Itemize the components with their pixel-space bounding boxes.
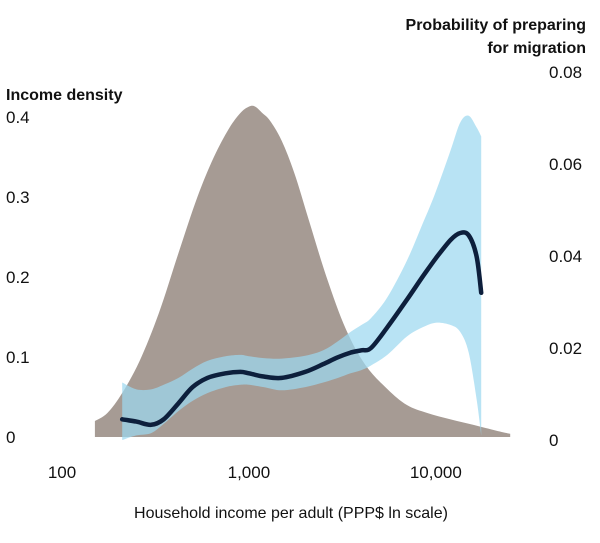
y-right-axis-title-line-1: Probability of preparing: [406, 17, 586, 34]
y-left-axis-title: Income density: [6, 87, 123, 104]
tick-labels-layer: 0 0.1 0.2 0.3 0.4 0 0.02 0.04 0.06 0.08 100 1,000 10…: [6, 63, 582, 482]
y-right-tick-label: 0: [549, 431, 558, 450]
y-right-axis-title-line-2: for migration: [487, 40, 586, 57]
y-left-tick-label: 0.1: [6, 348, 30, 367]
x-tick-label: 100: [48, 463, 76, 482]
x-tick-label: 1,000: [228, 463, 271, 482]
migration-probability-line: [119, 230, 484, 428]
x-tick-label: 10,000: [410, 463, 462, 482]
y-right-tick-label: 0.06: [549, 155, 582, 174]
density-area-layer: [94, 105, 511, 438]
x-axis-title: Household income per adult (PPP$ ln scal…: [134, 505, 448, 522]
y-right-tick-label: 0.04: [549, 247, 582, 266]
y-left-tick-label: 0.4: [6, 108, 30, 127]
y-right-tick-label: 0.02: [549, 339, 582, 358]
y-right-tick-label: 0.08: [549, 63, 582, 82]
y-left-tick-label: 0.2: [6, 268, 30, 287]
probability-line-layer: [119, 230, 484, 428]
income-density-area: [94, 105, 511, 438]
y-left-tick-label: 0.3: [6, 188, 30, 207]
y-left-tick-label: 0: [6, 428, 15, 447]
